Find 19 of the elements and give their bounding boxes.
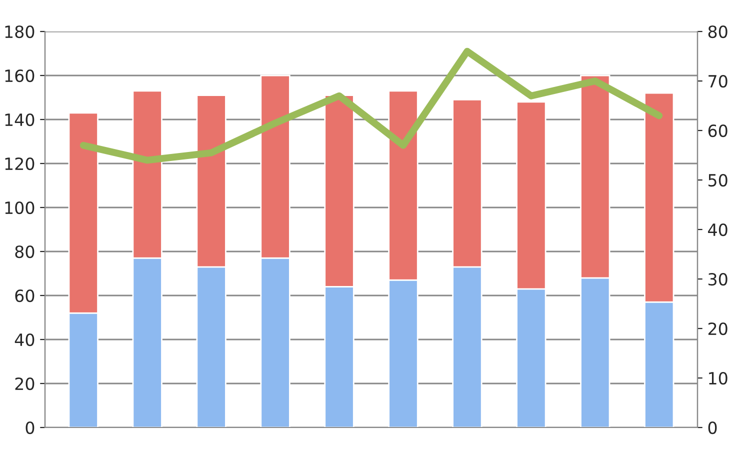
y-tick-label: 180 [5,25,34,38]
y-tick-label: 40 [14,333,34,346]
y-tick-label: 20 [15,377,34,390]
y-tick-label: 140 [5,113,34,126]
y2-tick-label: 50 [708,174,728,187]
y2-tick-label: 0 [708,421,717,434]
y-tick-label: 160 [5,69,34,82]
y2-tick-label: 30 [708,272,728,286]
y2-tick-label: 10 [709,372,728,385]
y-tick-label: 100 [5,201,34,214]
y2-tick-label: 80 [708,25,728,38]
y2-tick-label: 40 [708,223,728,236]
y2-tick-label: 20 [708,322,728,336]
y-tick-label: 0 [26,421,34,434]
y-tick-label: 120 [5,157,34,170]
y-tick-label: 60 [15,289,34,302]
y-tick-label: 80 [15,245,34,258]
y2-tick-label: 70 [708,74,728,88]
y2-tick-label: 60 [708,124,728,138]
